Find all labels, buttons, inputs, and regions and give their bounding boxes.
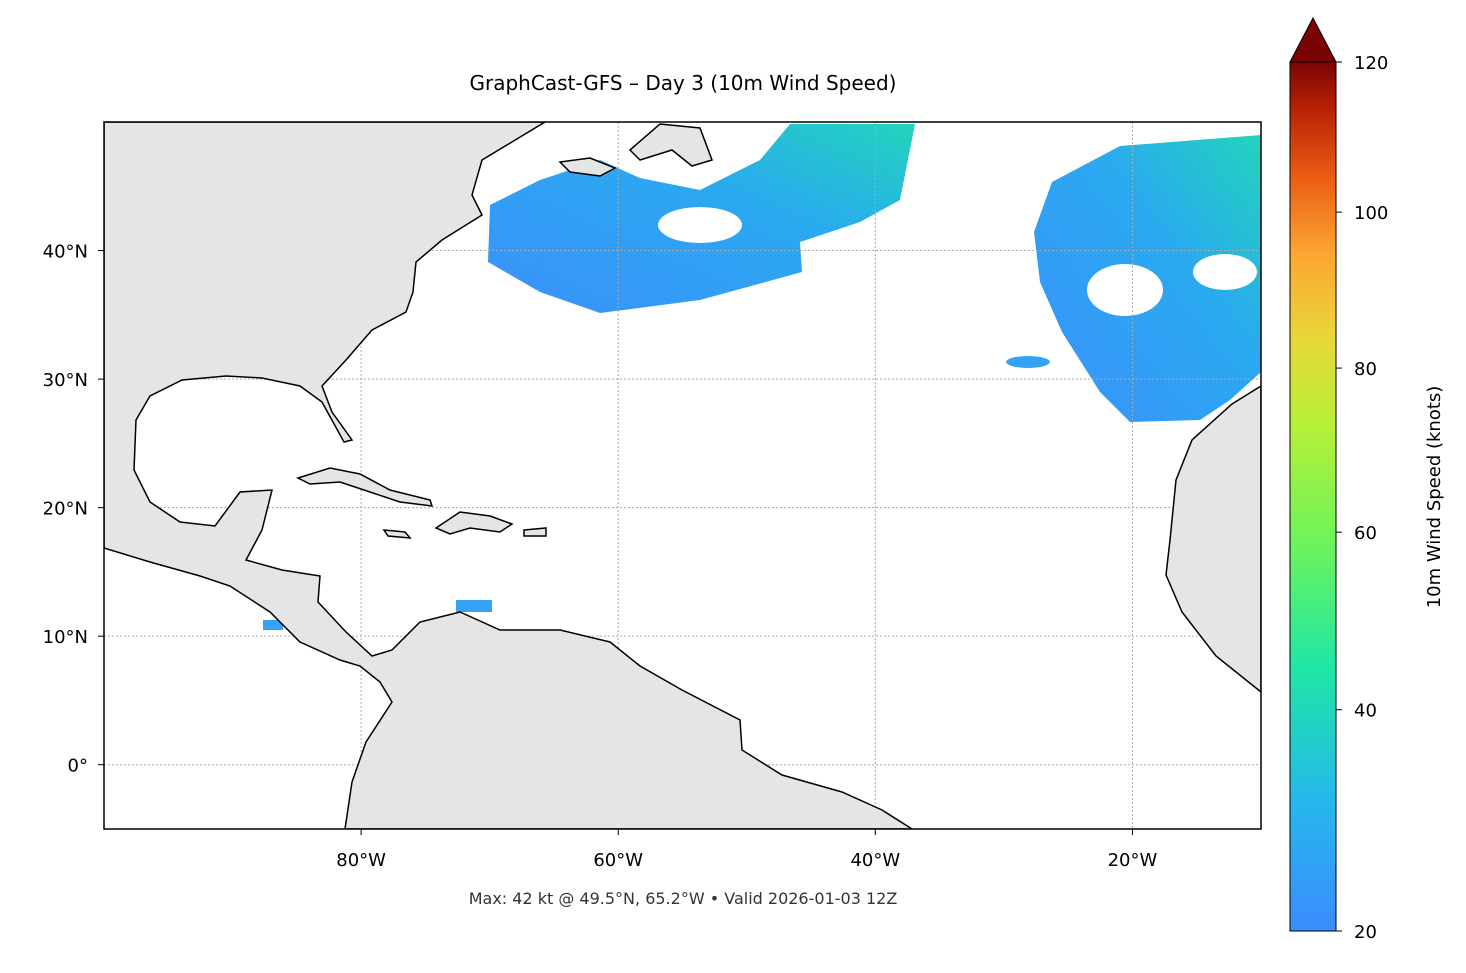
- wind-gap: [1193, 254, 1257, 290]
- colorbar: [1289, 61, 1337, 932]
- y-tick-label: 20°N: [43, 499, 88, 520]
- colorbar-label: 10m Wind Speed (knots): [1424, 386, 1445, 609]
- y-tick-label: 40°N: [43, 242, 88, 263]
- land: [104, 122, 914, 829]
- y-tick-label: 10°N: [43, 627, 88, 648]
- wind-field: [263, 620, 283, 630]
- y-tick-label: 30°N: [43, 370, 88, 391]
- colorbar-extend: [1289, 16, 1337, 63]
- wind-field: [1006, 356, 1050, 368]
- colorbar-tick-label: 120: [1354, 53, 1388, 74]
- map-frame: [103, 121, 1262, 830]
- colorbar-tick-label: 80: [1354, 359, 1377, 380]
- x-tick-label: 60°W: [593, 850, 643, 871]
- colorbar-tick-label: 100: [1354, 203, 1388, 224]
- land: [382, 529, 412, 539]
- land: [558, 157, 617, 177]
- chart-title: GraphCast-GFS – Day 3 (10m Wind Speed): [470, 71, 897, 95]
- wind-gap: [658, 207, 742, 243]
- colorbar-tick-label: 60: [1354, 523, 1377, 544]
- land: [523, 527, 547, 537]
- land: [434, 511, 514, 535]
- land: [1165, 385, 1261, 693]
- colorbar-tick-label: 20: [1354, 922, 1377, 943]
- x-tick-label: 80°W: [336, 850, 386, 871]
- y-tick-label: 0°: [68, 756, 88, 777]
- colorbar-tick-label: 40: [1354, 701, 1377, 722]
- footnote: Max: 42 kt @ 49.5°N, 65.2°W • Valid 2026…: [469, 889, 898, 908]
- wind-field: [456, 600, 492, 612]
- land: [296, 467, 434, 507]
- x-tick-label: 20°W: [1108, 850, 1158, 871]
- land: [628, 123, 713, 167]
- x-tick-label: 40°W: [850, 850, 900, 871]
- wind-gap: [1087, 264, 1163, 316]
- map-area: [104, 122, 1261, 829]
